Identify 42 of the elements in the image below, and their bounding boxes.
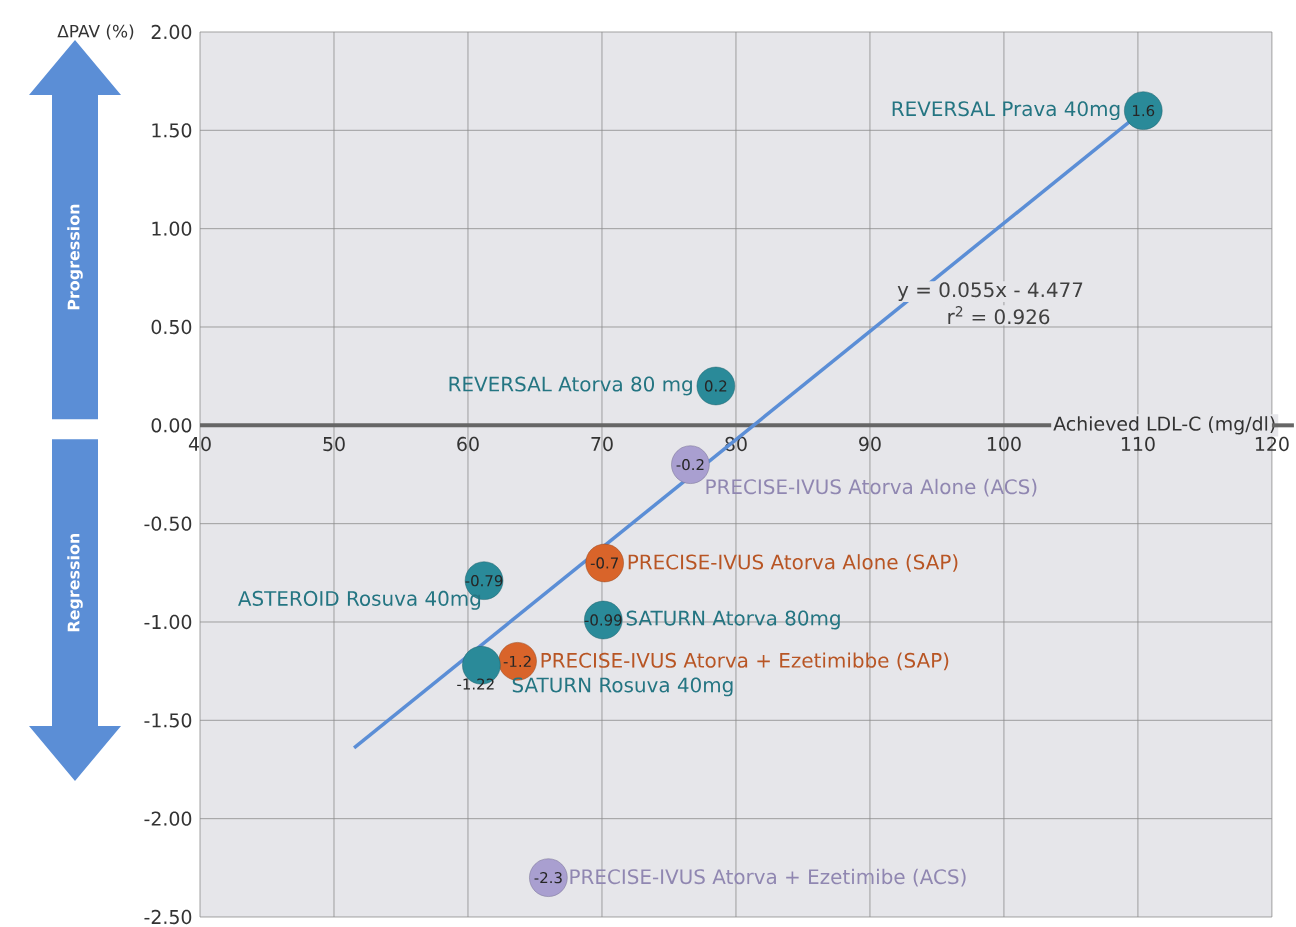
x-axis-title: Achieved LDL-C (mg/dl) — [1053, 415, 1275, 435]
annotation: REVERSAL Atorva 80 mg — [449, 376, 692, 396]
data-label: -0.2 — [676, 458, 704, 471]
y-tick-label: 2.00 — [151, 24, 192, 39]
x-tick-label: 50 — [323, 436, 345, 451]
annotation: SATURN Rosuva 40mg — [512, 677, 733, 697]
y-tick-label: 1.00 — [152, 221, 192, 236]
annotation: y = 0.055x - 4.477 — [897, 281, 1083, 301]
annotation: PRECISE-IVUS Atorva Alone (ACS) — [706, 478, 1037, 497]
text: Progression — [67, 204, 83, 310]
y-axis-title: ΔPAV (%) — [57, 24, 134, 40]
text: Regression — [67, 533, 83, 631]
y-tick-label: -2.00 — [144, 811, 192, 826]
y-tick-label: 0.00 — [151, 417, 192, 433]
y-tick-label: -1.50 — [144, 712, 192, 728]
x-tick-label: 40 — [188, 436, 211, 451]
data-label: -0.7 — [590, 557, 618, 569]
annotation: SATURN Atorva 80mg — [626, 610, 840, 630]
x-tick-label: 90 — [859, 436, 881, 451]
annotation: PRECISE-IVUS Atorva Alone (SAP) — [628, 553, 958, 572]
x-tick-label: 110 — [1121, 436, 1155, 451]
x-tick-label: 100 — [987, 436, 1021, 451]
annotation: ASTEROID Rosuva 40mg — [238, 590, 481, 610]
annotation: PRECISE-IVUS Atorva + Ezetimibe (ACS) — [570, 868, 966, 887]
data-label: 1.6 — [1133, 104, 1155, 117]
data-label: -2.3 — [534, 871, 562, 884]
y-tick-label: -0.50 — [144, 516, 192, 531]
data-label: 0.2 — [704, 380, 727, 392]
annotation: REVERSAL Prava 40mg — [892, 100, 1120, 120]
data-label: -1.22 — [457, 678, 494, 690]
x-tick-label: 70 — [591, 436, 613, 451]
data-label: -0.99 — [584, 614, 622, 626]
data-label: -1.2 — [503, 655, 531, 667]
x-tick-label: 120 — [1255, 436, 1289, 451]
y-tick-label: 1.50 — [152, 122, 192, 138]
annotation: PRECISE-IVUS Atorva + Ezetimibbe (SAP) — [541, 652, 949, 670]
y-tick-label: 0.50 — [151, 319, 192, 334]
data-label: -0.79 — [465, 574, 503, 587]
x-tick-label: 60 — [457, 436, 479, 451]
y-tick-label: -2.50 — [144, 909, 192, 924]
y-tick-label: -1.00 — [144, 614, 192, 629]
annotation: r$^{2}$ = 0.926 — [948, 305, 1050, 325]
